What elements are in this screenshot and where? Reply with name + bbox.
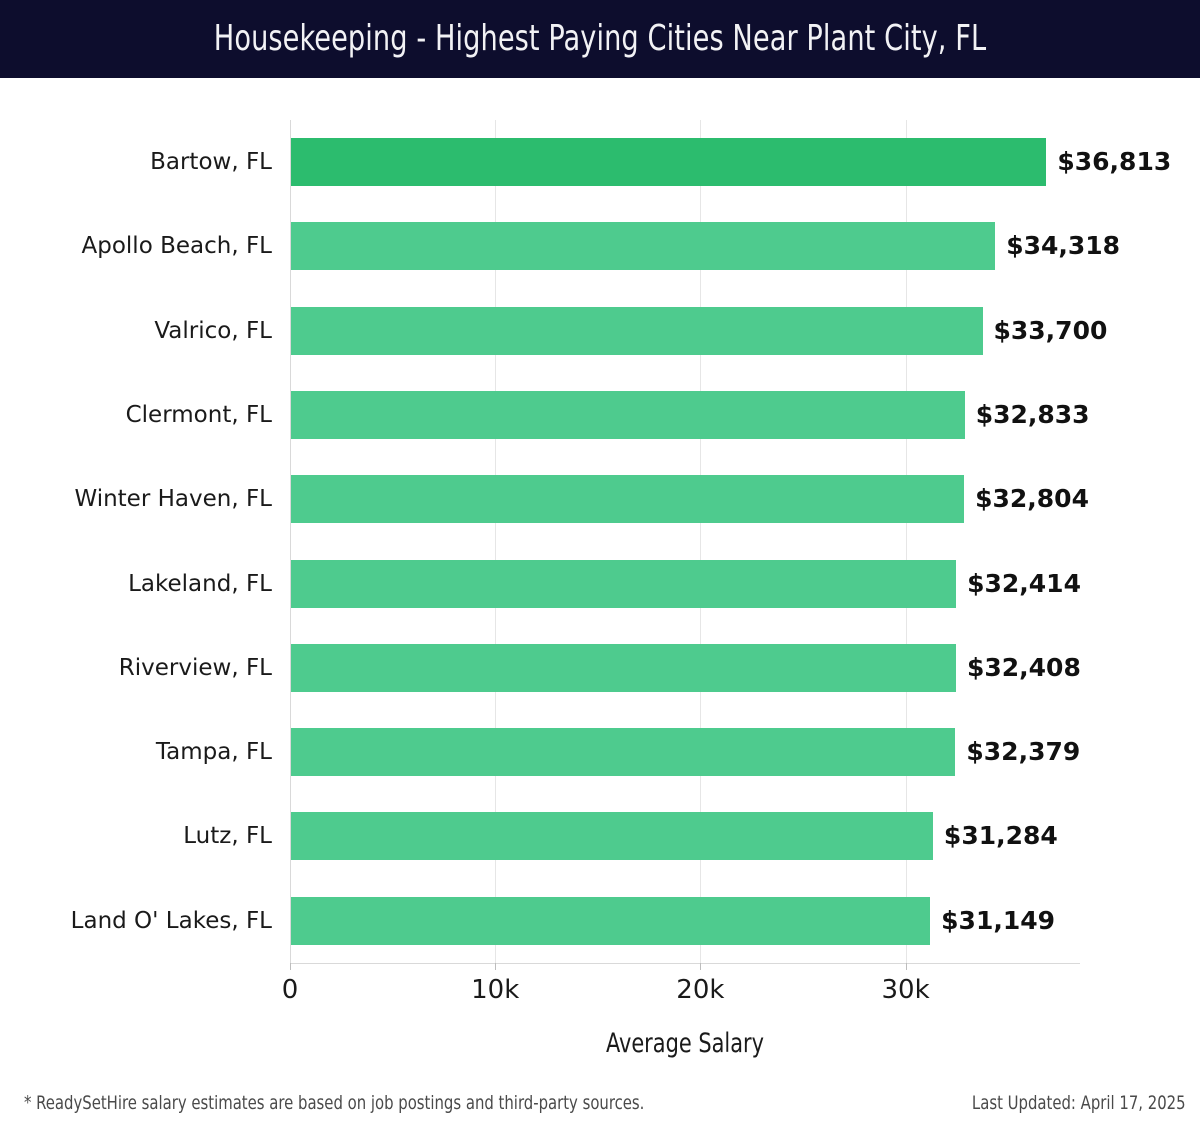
gridline	[700, 120, 702, 963]
category-label: Riverview, FL	[118, 654, 272, 681]
category-label: Tampa, FL	[155, 739, 272, 766]
bar-value-label: $32,379	[966, 737, 1081, 767]
bar-row: Land O' Lakes, FL $31,149	[0, 879, 1200, 963]
bar-value-label: $31,284	[943, 821, 1058, 851]
x-tick-label: 20k	[676, 975, 725, 1005]
category-label: Winter Haven, FL	[74, 486, 272, 513]
bar[interactable]	[291, 390, 965, 439]
x-axis-line	[290, 963, 1080, 964]
page-title: Housekeeping - Highest Paying Cities Nea…	[213, 18, 987, 59]
category-label: Land O' Lakes, FL	[70, 907, 272, 934]
bar-row: Clermont, FL $32,833	[0, 373, 1200, 457]
category-label: Bartow, FL	[150, 149, 272, 175]
title-banner	[0, 0, 1200, 78]
bar-row: Valrico, FL $33,700	[0, 289, 1200, 373]
category-label: Lutz, FL	[183, 823, 272, 850]
y-axis-line	[290, 120, 291, 963]
gridline	[495, 120, 497, 963]
x-tick-mark	[290, 963, 291, 970]
bar-value-label: $32,804	[975, 484, 1089, 514]
bar[interactable]	[291, 138, 1047, 186]
bar-value-label: $31,149	[941, 905, 1056, 935]
bar[interactable]	[291, 559, 957, 608]
x-tick-label: 10k	[471, 975, 520, 1005]
bar-value-label: $36,813	[1057, 147, 1172, 176]
bar-row: Tampa, FL $32,379	[0, 710, 1200, 794]
category-label: Valrico, FL	[154, 317, 272, 344]
bar[interactable]	[291, 728, 956, 777]
bar[interactable]	[291, 643, 956, 692]
category-label: Lakeland, FL	[128, 570, 272, 597]
bar-row: Lakeland, FL $32,414	[0, 542, 1200, 626]
bar[interactable]	[291, 896, 931, 945]
footnote-text: * ReadySetHire salary estimates are base…	[24, 1092, 645, 1114]
last-updated-text: Last Updated: April 17, 2025	[972, 1092, 1186, 1114]
bar-value-label: $32,408	[966, 652, 1081, 682]
bar[interactable]	[291, 222, 996, 271]
bar-value-label: $33,700	[993, 315, 1108, 345]
gridline	[905, 120, 907, 963]
category-label: Clermont, FL	[125, 401, 272, 428]
bar[interactable]	[291, 475, 965, 524]
x-tick-mark	[495, 963, 497, 970]
bar[interactable]	[291, 306, 983, 355]
bar-value-label: $34,318	[1006, 231, 1121, 261]
bar-row: Bartow, FL $36,813	[0, 120, 1200, 204]
bar-value-label: $32,414	[967, 568, 1081, 598]
bar-value-label: $32,833	[975, 399, 1090, 429]
bar-row: Riverview, FL $32,408	[0, 626, 1200, 710]
bar-row: Winter Haven, FL $32,804	[0, 457, 1200, 541]
x-axis-title: Average Salary	[606, 1028, 764, 1059]
x-tick-label: 0	[281, 975, 299, 1005]
x-tick-label: 30k	[881, 975, 930, 1005]
x-tick-mark	[700, 963, 702, 970]
bar-row: Apollo Beach, FL $34,318	[0, 204, 1200, 288]
plot-area	[290, 120, 1080, 963]
bar[interactable]	[291, 812, 933, 861]
x-tick-mark	[905, 963, 907, 970]
category-label: Apollo Beach, FL	[81, 233, 272, 260]
bar-row: Lutz, FL $31,284	[0, 794, 1200, 878]
